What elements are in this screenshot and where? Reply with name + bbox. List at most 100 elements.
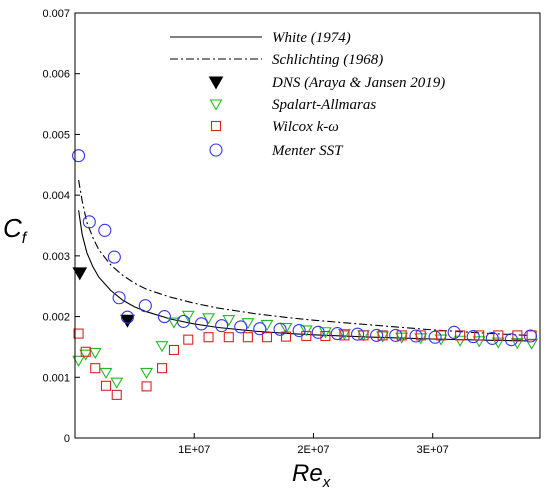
data-point-wilcox-k [396,330,407,341]
data-point-spalart-allmaras [110,377,124,389]
data-point-spalart-allmaras [72,355,86,367]
data-point-menter-sst [409,329,423,343]
y-tick-label: 0.005 [42,129,70,141]
series-line-schlichting-1968 [78,179,529,336]
data-point-menter-sst [523,329,538,343]
data-point-menter-sst [311,325,325,339]
data-point-menter-sst [504,333,518,347]
data-point-wilcox-k [261,332,273,343]
legend: White (1974) Schlichting (1968) DNS (Ara… [170,30,445,159]
data-point-spalart-allmaras [376,331,390,343]
data-point-menter-sst [389,328,403,342]
data-point-menter-sst [194,317,208,331]
data-point-spalart-allmaras [167,317,181,329]
data-point-menter-sst [157,310,171,324]
data-point-wilcox-k [320,330,331,342]
y-tick-label: 0 [64,433,70,445]
data-point-menter-sst [370,328,384,342]
data-point-dns-araya-jansen-2019 [72,267,88,281]
data-point-wilcox-k [168,344,180,356]
legend-symbol-menter-sst [209,143,223,157]
data-point-menter-sst [112,291,126,305]
data-point-wilcox-k [223,332,234,343]
data-point-menter-sst [98,223,112,237]
data-point-wilcox-k [183,334,194,345]
legend-symbol-dns-araya-jansen-2019 [208,76,224,90]
data-point-wilcox-k [358,330,369,341]
data-point-spalart-allmaras [299,325,313,337]
data-point-spalart-allmaras [202,313,215,325]
data-point-menter-sst [82,215,96,229]
data-point-wilcox-k [242,332,253,343]
data-point-wilcox-k [73,328,84,339]
data-point-wilcox-k [339,330,350,341]
data-point-menter-sst [72,149,86,163]
data-point-wilcox-k [100,380,112,391]
y-tick-label: 0.003 [42,251,70,263]
data-point-spalart-allmaras [414,333,428,345]
x-axis-title: Rex [292,460,331,491]
data-point-spalart-allmaras [318,327,332,339]
data-point-spalart-allmaras [155,341,169,353]
plot-marks [72,149,539,400]
data-point-menter-sst [138,299,152,313]
y-axis-title-subscript: f [22,230,28,247]
x-tick-label: 1E+07 [178,444,210,456]
legend-label-schlichting: Schlichting (1968) [272,52,383,68]
data-point-menter-sst [215,319,229,333]
data-point-menter-sst [292,323,306,338]
data-point-wilcox-k [203,332,214,343]
data-point-wilcox-k [90,363,101,374]
data-point-wilcox-k [280,331,292,342]
data-point-spalart-allmaras [279,322,293,335]
data-point-menter-sst [447,325,461,339]
data-point-menter-sst [273,322,287,336]
y-tick-label: 0.004 [42,190,70,202]
data-point-spalart-allmaras [88,347,102,359]
data-point-spalart-allmaras [99,367,113,380]
legend-label-white: White (1974) [272,30,351,46]
legend-label-spalart-allmaras: Spalart-Allmaras [272,97,376,113]
x-tick-label: 3E+07 [417,444,449,456]
legend-label-menter-sst: Menter SST [271,143,344,159]
data-point-wilcox-k [80,346,91,357]
data-point-menter-sst [351,327,365,341]
legend-label-wilcox: Wilcox k-ω [272,119,339,135]
legend-symbols [170,36,262,157]
data-point-menter-sst [253,322,267,336]
data-point-spalart-allmaras [222,315,236,327]
legend-symbol-spalart-allmaras [209,99,223,111]
data-point-dns-araya-jansen-2019 [120,314,135,328]
data-point-menter-sst [234,320,248,334]
y-tick-label: 0.006 [42,69,70,81]
plot-frame [74,12,541,439]
y-axis-title: Cf [3,213,28,247]
data-point-spalart-allmaras [338,329,351,341]
data-point-spalart-allmaras [140,367,153,380]
data-point-menter-sst [107,250,121,264]
data-point-wilcox-k [111,389,122,400]
data-point-wilcox-k [141,381,152,392]
legend-label-dns: DNS (Araya & Jansen 2019) [271,75,445,91]
y-tick-label: 0.001 [42,372,70,384]
x-axis-title-main: Re [292,460,323,487]
data-point-wilcox-k [377,330,388,341]
data-point-menter-sst [485,331,499,345]
data-point-spalart-allmaras [79,349,93,361]
data-point-spalart-allmaras [453,335,467,347]
data-point-menter-sst [330,327,344,341]
y-tick-label: 0.002 [42,312,70,324]
y-axis-title-main: C [3,213,22,243]
y-tick-label: 0.007 [42,8,70,20]
data-point-menter-sst [428,330,442,344]
data-point-menter-sst [120,310,135,324]
legend-symbol-wilcox-k [210,120,222,132]
data-point-spalart-allmaras [525,338,539,350]
axis-ticks: 0 0.001 0.002 0.003 0.004 0.005 0.006 0.007 1E+0… [42,8,448,456]
data-point-wilcox-k [474,330,485,341]
x-tick-label: 2E+07 [297,444,329,456]
data-point-menter-sst [466,330,480,344]
data-point-menter-sst [176,314,191,328]
x-axis-title-subscript: x [322,474,331,491]
